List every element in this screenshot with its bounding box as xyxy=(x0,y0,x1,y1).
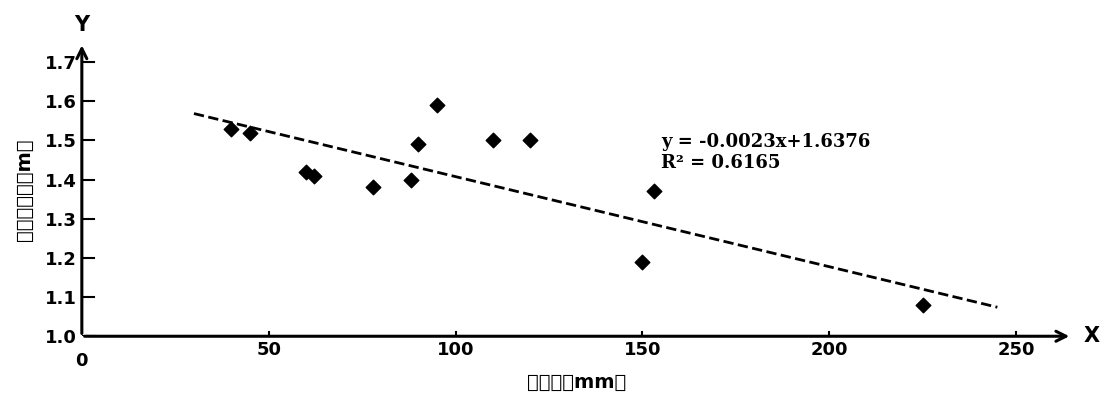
Point xyxy=(410,141,427,148)
Point xyxy=(242,129,259,136)
X-axis label: 降雨量（mm）: 降雨量（mm） xyxy=(528,373,627,392)
Point xyxy=(427,102,445,108)
Text: y = -0.0023x+1.6376
R² = 0.6165: y = -0.0023x+1.6376 R² = 0.6165 xyxy=(661,133,870,172)
Y-axis label: 潜水位埋深（m）: 潜水位埋深（m） xyxy=(14,138,35,241)
Text: 0: 0 xyxy=(76,352,88,370)
Point xyxy=(633,258,651,265)
Text: X: X xyxy=(1083,326,1100,346)
Point xyxy=(223,125,240,132)
Point xyxy=(402,176,420,183)
Point xyxy=(364,184,382,191)
Point xyxy=(914,302,932,308)
Text: Y: Y xyxy=(75,15,89,35)
Point xyxy=(297,168,315,175)
Point xyxy=(644,188,662,195)
Point xyxy=(484,137,502,144)
Point xyxy=(521,137,539,144)
Point xyxy=(305,173,323,179)
